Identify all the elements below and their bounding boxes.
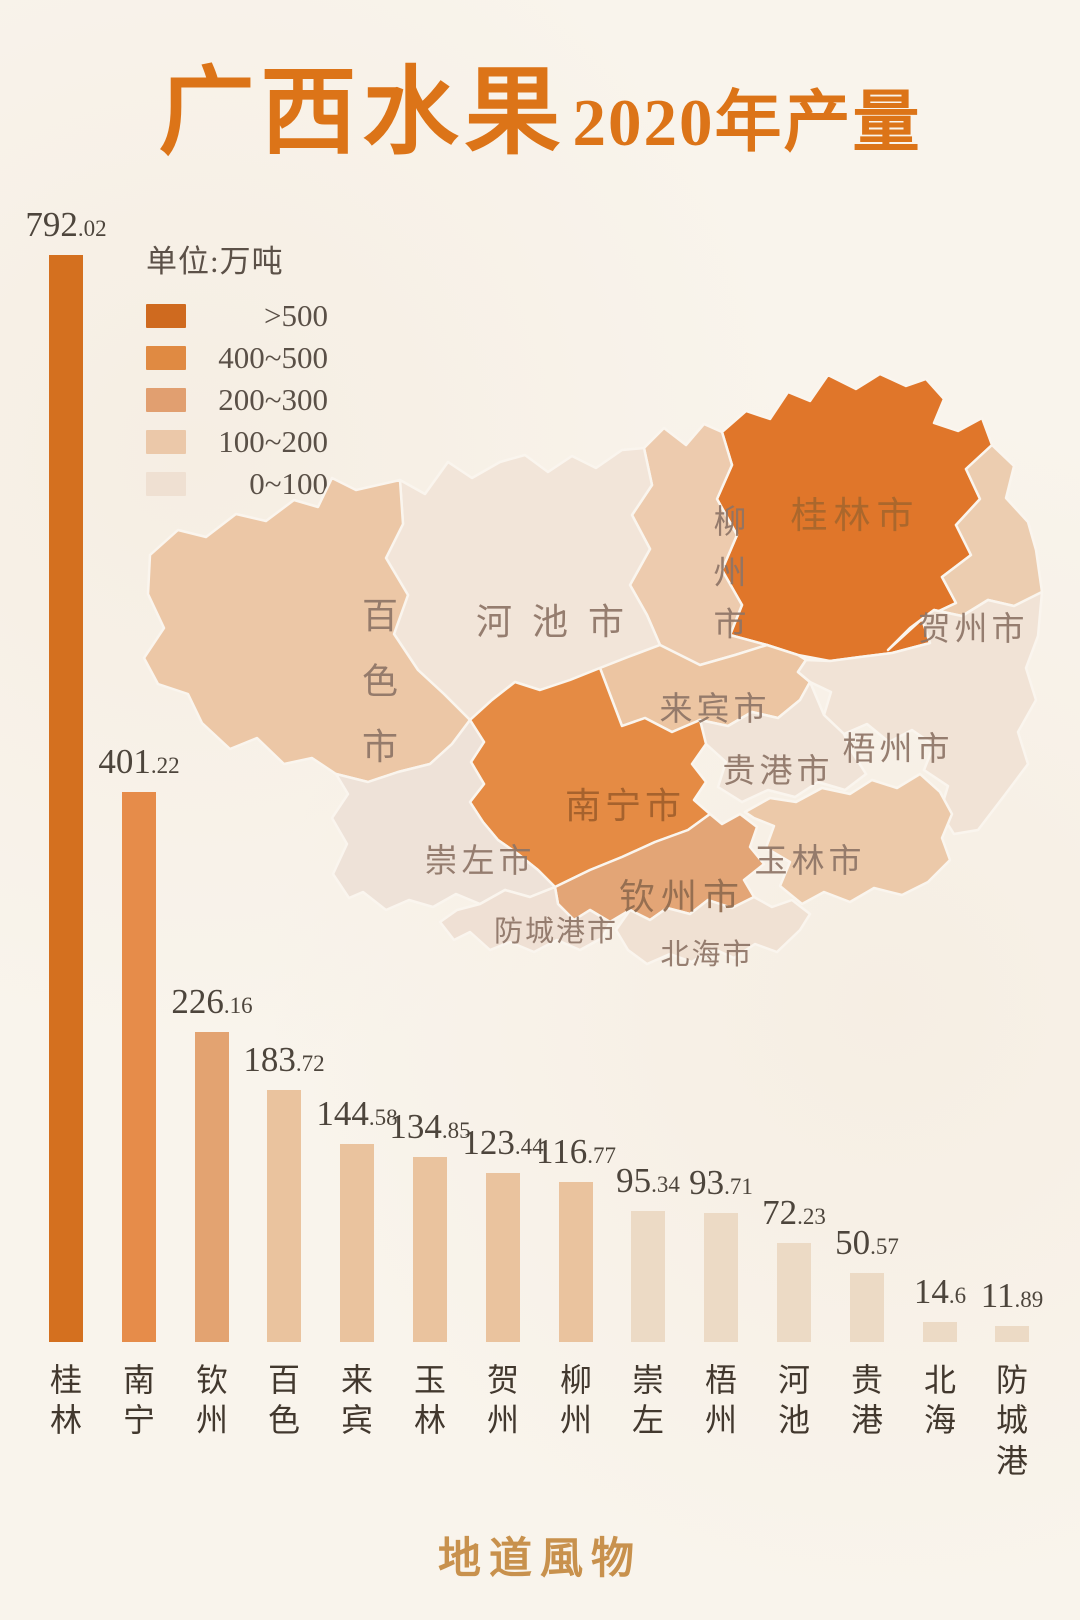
legend-swatch-2 [146, 388, 186, 412]
legend-row-2: 200~300 [146, 379, 346, 421]
bar-value-南宁: 401.22 [98, 742, 180, 781]
bar-来宾 [340, 1144, 374, 1342]
legend-rows: >500 400~500 200~300 100~200 0~100 [146, 295, 346, 505]
legend-swatch-3 [146, 430, 186, 454]
map-region-wuzhou [796, 590, 1044, 836]
legend-swatch-4 [146, 472, 186, 496]
bar-梧州 [704, 1213, 738, 1342]
legend-band-label-1: 400~500 [218, 340, 328, 375]
brand-footer: 地道風物 [438, 1536, 642, 1583]
title-suffix: 2020年产量 [572, 86, 922, 160]
bar-value-北海: 14.6 [913, 1272, 967, 1311]
map-label-hezhou: 贺州市 [918, 611, 1029, 648]
legend-row-1: 400~500 [146, 337, 346, 379]
legend-unit-label: 单位:万吨 [146, 244, 284, 279]
bar-value-柳州: 116.77 [536, 1132, 616, 1171]
map-label-guilin: 桂林市 [791, 495, 920, 537]
legend-row-0: >500 [146, 295, 346, 337]
bar-value-贺州: 123.44 [462, 1123, 544, 1162]
axis-label-北海: 北 海 [923, 1362, 956, 1439]
map-label-laibin: 来宾市 [660, 691, 771, 728]
bar-value-贵港: 50.57 [835, 1223, 899, 1262]
axis-label-崇左: 崇 左 [631, 1362, 664, 1439]
axis-label-河池: 河 池 [777, 1362, 810, 1439]
map-label-beihai: 北海市 [660, 938, 753, 971]
axis-label-南宁: 南 宁 [122, 1362, 155, 1439]
title-main: 广西水果 [158, 59, 567, 166]
axis-label-贺州: 贺 州 [486, 1362, 519, 1439]
bar-value-河池: 72.23 [762, 1193, 826, 1232]
axis-label-防城港: 防 城 港 [995, 1362, 1028, 1479]
map-label-liuzhou: 柳州市 [714, 504, 751, 643]
map-label-fangchenggang: 防城港市 [494, 915, 618, 948]
map-legend: 单位:万吨 >500 400~500 200~300 100~200 0~100 [146, 236, 346, 505]
bar-防城港 [995, 1326, 1029, 1342]
axis-label-柳州: 柳 州 [559, 1362, 592, 1439]
axis-label-玉林: 玉 林 [413, 1362, 446, 1439]
map-label-wuzhou: 梧州市 [843, 731, 954, 768]
legend-band-label-0: >500 [264, 298, 328, 333]
bar-钦州 [195, 1032, 229, 1342]
bar-柳州 [559, 1182, 593, 1342]
bar-贺州 [486, 1173, 520, 1342]
legend-swatch-0 [146, 304, 186, 328]
map-label-nanning: 南宁市 [565, 786, 685, 826]
bar-河池 [777, 1243, 811, 1342]
map-region-beihai [614, 895, 812, 966]
bar-value-来宾: 144.58 [316, 1094, 398, 1133]
map-region-fangchenggang [438, 885, 612, 954]
bar-value-崇左: 95.34 [616, 1161, 680, 1200]
legend-row-3: 100~200 [146, 421, 346, 463]
bar-value-防城港: 11.89 [980, 1276, 1044, 1315]
bar-北海 [923, 1322, 957, 1342]
bar-百色 [267, 1090, 301, 1342]
map-label-baise: 百色市 [362, 596, 418, 767]
map-region-yulin [743, 772, 954, 906]
map-region-guigang [698, 680, 868, 804]
map-label-yulin: 玉林市 [755, 843, 866, 880]
map-label-qinzhou: 钦州市 [619, 877, 745, 917]
axis-label-桂林: 桂 林 [49, 1362, 82, 1439]
bar-value-梧州: 93.71 [689, 1163, 753, 1202]
axis-label-梧州: 梧 州 [704, 1362, 737, 1439]
bar-桂林 [49, 255, 83, 1342]
bar-崇左 [631, 1211, 665, 1342]
bar-value-玉林: 134.85 [389, 1107, 471, 1146]
bar-贵港 [850, 1273, 884, 1342]
map-label-chongzuo: 崇左市 [425, 843, 536, 880]
map-label-hechi: 河池市 [476, 602, 644, 642]
bar-value-百色: 183.72 [243, 1040, 325, 1079]
legend-band-label-3: 100~200 [218, 424, 328, 459]
bar-南宁 [122, 792, 156, 1342]
bar-value-桂林: 792.02 [25, 205, 107, 244]
bar-玉林 [413, 1157, 447, 1342]
page-title: 广西水果 2020年产量 [0, 34, 1080, 173]
legend-band-label-2: 200~300 [218, 382, 328, 417]
map-label-guigang: 贵港市 [723, 753, 834, 790]
legend-row-4: 0~100 [146, 463, 346, 505]
axis-label-贵港: 贵 港 [850, 1362, 883, 1439]
bar-value-钦州: 226.16 [171, 982, 253, 1021]
axis-label-钦州: 钦 州 [195, 1362, 228, 1439]
axis-label-来宾: 来 宾 [340, 1362, 373, 1439]
axis-label-百色: 百 色 [267, 1362, 300, 1439]
legend-swatch-1 [146, 346, 186, 370]
legend-band-label-4: 0~100 [249, 466, 328, 501]
